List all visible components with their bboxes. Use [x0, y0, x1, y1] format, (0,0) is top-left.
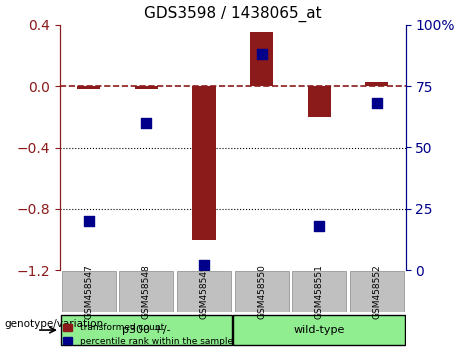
Point: [85, 218, 92, 224]
Bar: [135, 86, 158, 89]
Bar: [365, 81, 388, 86]
Bar: [308, 86, 331, 117]
Point: [315, 223, 323, 229]
Bar: [250, 33, 273, 86]
Title: GDS3598 / 1438065_at: GDS3598 / 1438065_at: [144, 6, 322, 22]
Point: [142, 120, 150, 126]
Text: genotype/variation: genotype/variation: [5, 319, 104, 329]
Legend: transformed count, percentile rank within the sample: transformed count, percentile rank withi…: [60, 320, 236, 349]
Point: [200, 262, 207, 268]
Bar: [77, 86, 100, 89]
FancyBboxPatch shape: [233, 315, 405, 346]
Text: wild-type: wild-type: [294, 325, 345, 335]
Point: [258, 51, 266, 57]
Point: [373, 101, 381, 106]
Text: p300 +/-: p300 +/-: [122, 325, 171, 335]
FancyBboxPatch shape: [60, 315, 232, 346]
Bar: [193, 86, 216, 240]
